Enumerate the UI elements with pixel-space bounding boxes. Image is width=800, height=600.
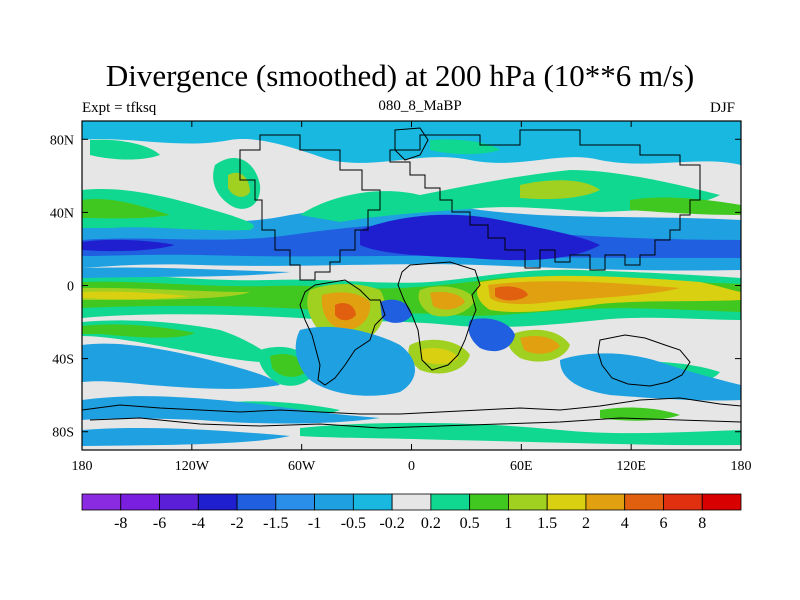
colorbar-label: 1.5 (537, 515, 557, 532)
colorbar-label: -1.5 (263, 515, 288, 532)
y-tick-label: 80S (52, 426, 74, 441)
y-axis: 80N 40N 0 40S 80S (50, 133, 741, 441)
contour-pos-eurasia (300, 170, 720, 222)
contour-pos-sh1b (82, 324, 195, 338)
coastline-antarctica2 (89, 417, 741, 429)
y-tick-label: 40S (52, 353, 74, 368)
colorbar-swatch (546, 493, 587, 511)
contour-pos-sh5b (600, 407, 680, 421)
y-tick-label: 80N (50, 133, 74, 148)
x-tick-label: 180 (731, 459, 752, 474)
contour-field (82, 121, 741, 450)
colorbar-swatch (159, 493, 199, 511)
contour-pos-arctic2 (430, 139, 500, 155)
coastline-greenland (394, 127, 429, 161)
colorbar-label: 8 (698, 515, 706, 532)
colorbar-swatch (197, 493, 238, 511)
x-tick-label: 120W (175, 459, 210, 474)
colorbar-label: 6 (659, 515, 667, 532)
contour-neg-eq-west (82, 267, 290, 278)
contour-pos-indopac3 (495, 286, 528, 301)
colorbar-label: -6 (153, 515, 166, 532)
contour-neg-deep (360, 214, 600, 261)
colorbar-swatch (624, 493, 664, 511)
contour-pos-arctic (90, 139, 160, 160)
contour-pos-samerica3 (335, 303, 356, 321)
colorbar-swatch (585, 493, 626, 511)
contour-pos-africa2 (430, 292, 465, 310)
contour-neg-sh4 (82, 396, 380, 424)
x-tick-label: 0 (408, 459, 415, 474)
y-tick-label: 0 (67, 280, 74, 295)
colorbar-swatch (508, 493, 548, 511)
contour-neg-deep2 (82, 239, 175, 252)
coastline-eurasia (389, 129, 701, 271)
contour-pos-sh2b (270, 353, 306, 377)
contour-pos-sh5 (300, 422, 741, 446)
colorbar-swatch (81, 493, 122, 511)
contour-pos-indian2 (520, 335, 560, 354)
colorbar-label: 1 (504, 515, 512, 532)
colorbar-swatch (391, 493, 432, 511)
contour-pos-namer2 (228, 172, 250, 197)
season-label: DJF (710, 100, 736, 116)
coastline-africa (397, 261, 481, 371)
colorbar-label: -0.2 (379, 515, 404, 532)
colorbar-swatch (120, 493, 160, 511)
y-tick-label: 40N (50, 206, 74, 221)
colorbar-label: 2 (582, 515, 590, 532)
contour-pos-pacific (630, 197, 741, 215)
coastline-australia (597, 334, 691, 387)
contour-neg-sh2 (295, 326, 415, 396)
chart-title: Divergence (smoothed) at 200 hPa (10**6 … (105, 58, 695, 93)
contour-pos-equator4 (82, 291, 190, 300)
x-tick-label: 120E (616, 459, 646, 474)
colorbar-label: 4 (621, 515, 629, 532)
contour-pos-sthafrica2 (420, 347, 458, 365)
contour-neg-sh2b (468, 318, 515, 352)
colorbar-swatch (701, 493, 742, 511)
coastline-samerica (299, 279, 386, 386)
coastlines (82, 127, 741, 429)
colorbar-swatch (275, 493, 315, 511)
contour-neg-sh1 (82, 343, 280, 389)
contour-pos-nhband2 (82, 199, 170, 219)
colorbar-label: -1 (308, 515, 321, 532)
colorbar-label: 0.2 (421, 515, 441, 532)
coastline-namerica (239, 134, 381, 281)
colorbar: -8 -6 -4 -2 -1.5 -1 -0.5 -0.2 0.2 0.5 1 1.5 2 4 6 8 (81, 493, 742, 532)
coastline-antarctica (82, 397, 741, 415)
colorbar-swatch (352, 493, 393, 511)
colorbar-label: 0.5 (460, 515, 480, 532)
x-tick-label: 60E (510, 459, 533, 474)
contour-pos-eurasia2 (520, 180, 600, 200)
subtitle: 080_8_MaBP (378, 98, 462, 114)
colorbar-swatch (236, 493, 277, 511)
contour-pos-nhband (82, 189, 254, 231)
colorbar-swatch (430, 493, 471, 511)
colorbar-label: -4 (192, 515, 205, 532)
experiment-label: Expt = tfksq (82, 100, 157, 116)
colorbar-swatch (314, 493, 354, 511)
colorbar-label: -2 (230, 515, 243, 532)
x-tick-label: 60W (288, 459, 316, 474)
contour-pos-indopac2 (488, 281, 680, 305)
colorbar-swatch (663, 493, 703, 511)
x-axis: 180 120W 60W 0 60E 120E 180 (72, 121, 752, 474)
x-tick-label: 180 (72, 459, 93, 474)
contour-neg-nhlat (82, 121, 741, 165)
colorbar-label: -8 (114, 515, 127, 532)
contour-neg-sh6 (380, 299, 412, 323)
contour-neg-sh3 (560, 353, 741, 401)
colorbar-label: -0.5 (341, 515, 366, 532)
colorbar-swatch (469, 493, 509, 511)
contour-neg-sh5 (82, 427, 290, 446)
